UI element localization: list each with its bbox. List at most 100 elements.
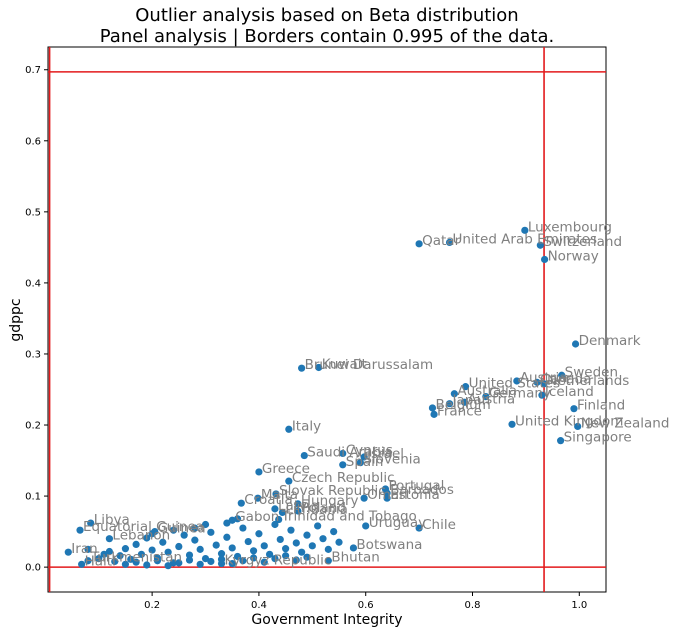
x-tick-label: 1.0 [571,600,587,611]
point-label: Botswana [356,537,422,553]
data-point [137,550,146,558]
data-point [445,238,454,247]
point-label: Czech Republic [292,470,395,486]
data-point [255,530,263,538]
point-label: Equatorial Guinea [83,519,204,535]
point-label: Iran [71,541,97,557]
data-point [300,451,308,460]
data-point [271,555,279,563]
point-label: Sweden [565,364,618,380]
point-label: Lebanon [112,528,170,544]
data-point [105,547,114,556]
point-label: Turkmenistan [90,550,182,566]
point-label: Singapore [564,430,632,446]
data-point [237,499,245,507]
data-point [260,558,268,566]
point-label: France [437,403,482,419]
data-point [143,561,151,569]
data-point [482,392,490,401]
x-tick-label: 0.8 [465,600,481,611]
data-point [185,556,194,564]
point-label: Japan [452,393,491,409]
data-point [285,425,293,433]
data-point [105,535,114,543]
data-point [287,526,295,534]
data-point [153,557,162,565]
point-label: Italy [292,418,321,434]
point-label: Oman [367,487,408,503]
data-point [233,552,242,561]
y-tick-label: 0.2 [25,421,41,432]
data-point [207,528,215,536]
data-point [430,410,438,418]
data-point [315,363,323,372]
data-point [276,535,284,544]
chart-title-line2: Panel analysis | Borders contain 0.995 o… [100,26,555,47]
data-point [84,545,92,553]
data-point [362,522,370,530]
point-label: Switzerland [543,234,622,250]
point-label: Kyrgyz Republic [225,553,332,569]
data-point [191,536,199,544]
y-tick-label: 0.0 [25,563,41,574]
y-tick-label: 0.5 [25,207,41,218]
point-label: Libya [94,512,130,528]
data-point [508,420,516,428]
point-label: Austria [520,370,568,386]
data-point [175,559,183,567]
data-point [201,555,210,563]
point-label: Malta [261,487,298,503]
point-label: Hungary [301,493,359,509]
data-point [339,449,347,458]
data-point [164,548,172,556]
data-point [164,562,172,570]
data-point [151,528,159,536]
data-point [533,378,541,386]
data-point [78,560,86,568]
data-point [324,545,332,553]
data-point [356,459,364,467]
point-label: Denmark [579,333,641,349]
y-axis: 0.0 0.1 0.2 0.3 0.4 0.5 0.6 0.7 [25,65,48,574]
data-point [217,559,226,568]
data-point [339,461,347,469]
y-tick-label: 0.4 [25,278,41,289]
chart-title-line1: Outlier analysis based on Beta distribut… [135,5,518,26]
data-point [223,533,231,541]
data-point [303,531,311,539]
data-point [212,541,220,549]
data-point [111,557,119,566]
data-point [100,550,108,558]
data-point [570,405,578,413]
point-label: Gabon [235,509,279,525]
point-label: Israel [367,446,404,462]
data-point [260,542,268,550]
data-point [282,552,290,560]
point-label: Germany [489,386,551,402]
data-point [383,489,391,497]
point-label: Saudi Arabia [307,445,393,461]
data-point [132,558,140,566]
x-axis-label: Government Integrity [251,612,402,628]
data-point [180,531,188,539]
data-point [308,542,316,550]
point-label: New Zealand [581,415,670,431]
data-point [278,508,287,517]
data-point [271,520,279,529]
data-point [185,551,194,559]
point-label: Lithuania [285,501,348,517]
data-point [143,534,151,542]
data-point [298,548,306,556]
data-point [148,546,156,554]
point-label: Haiti [85,553,116,569]
data-point [201,520,210,529]
data-point [360,494,368,502]
point-label: Poland [301,500,346,516]
point-label: Guinea [158,521,206,537]
point-label: Qatar [422,233,460,249]
data-point [415,240,423,248]
y-axis-label: gdppc [8,298,24,341]
x-tick-label: 0.2 [144,600,160,611]
